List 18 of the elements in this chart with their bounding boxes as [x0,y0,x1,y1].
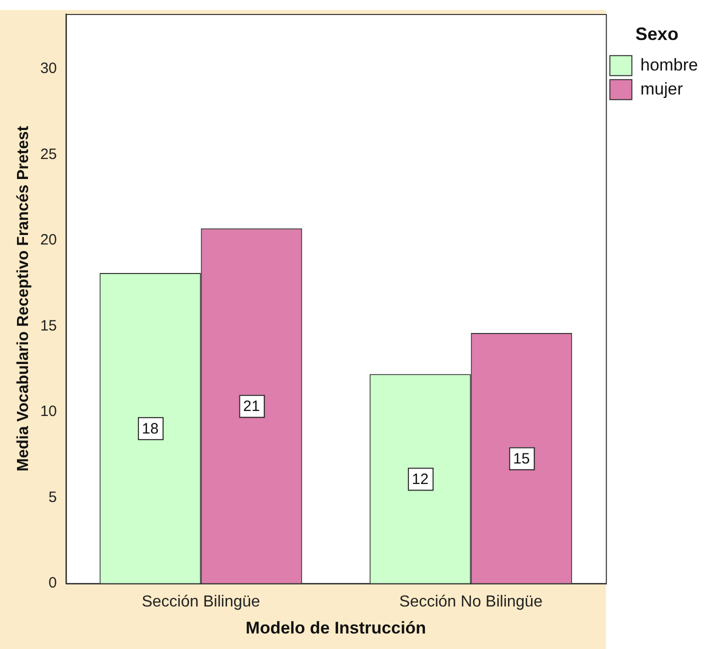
y-tick-label: 10 [40,403,57,420]
x-axis-title: Modelo de Instrucción [246,618,426,638]
y-tick-label: 25 [40,146,57,163]
y-tick-label: 15 [40,317,57,334]
y-tick-label: 20 [40,232,57,249]
data-label: 18 [142,420,159,438]
legend-title: Sexo [635,24,678,44]
y-tick-label: 0 [48,574,57,592]
legend-label: hombre [640,55,698,74]
y-axis-title: Media Vocabulario Receptivo Francés Pretest [15,125,32,472]
x-tick-label: Sección No Bilingüe [399,593,543,610]
data-label: 21 [243,398,260,416]
y-tick-label: 30 [40,60,57,78]
data-label: 12 [412,470,429,488]
data-label: 15 [513,450,530,468]
y-tick-label: 5 [48,488,57,506]
x-tick-label: Sección Bilingüe [142,593,260,610]
legend-label: mujer [640,79,684,98]
